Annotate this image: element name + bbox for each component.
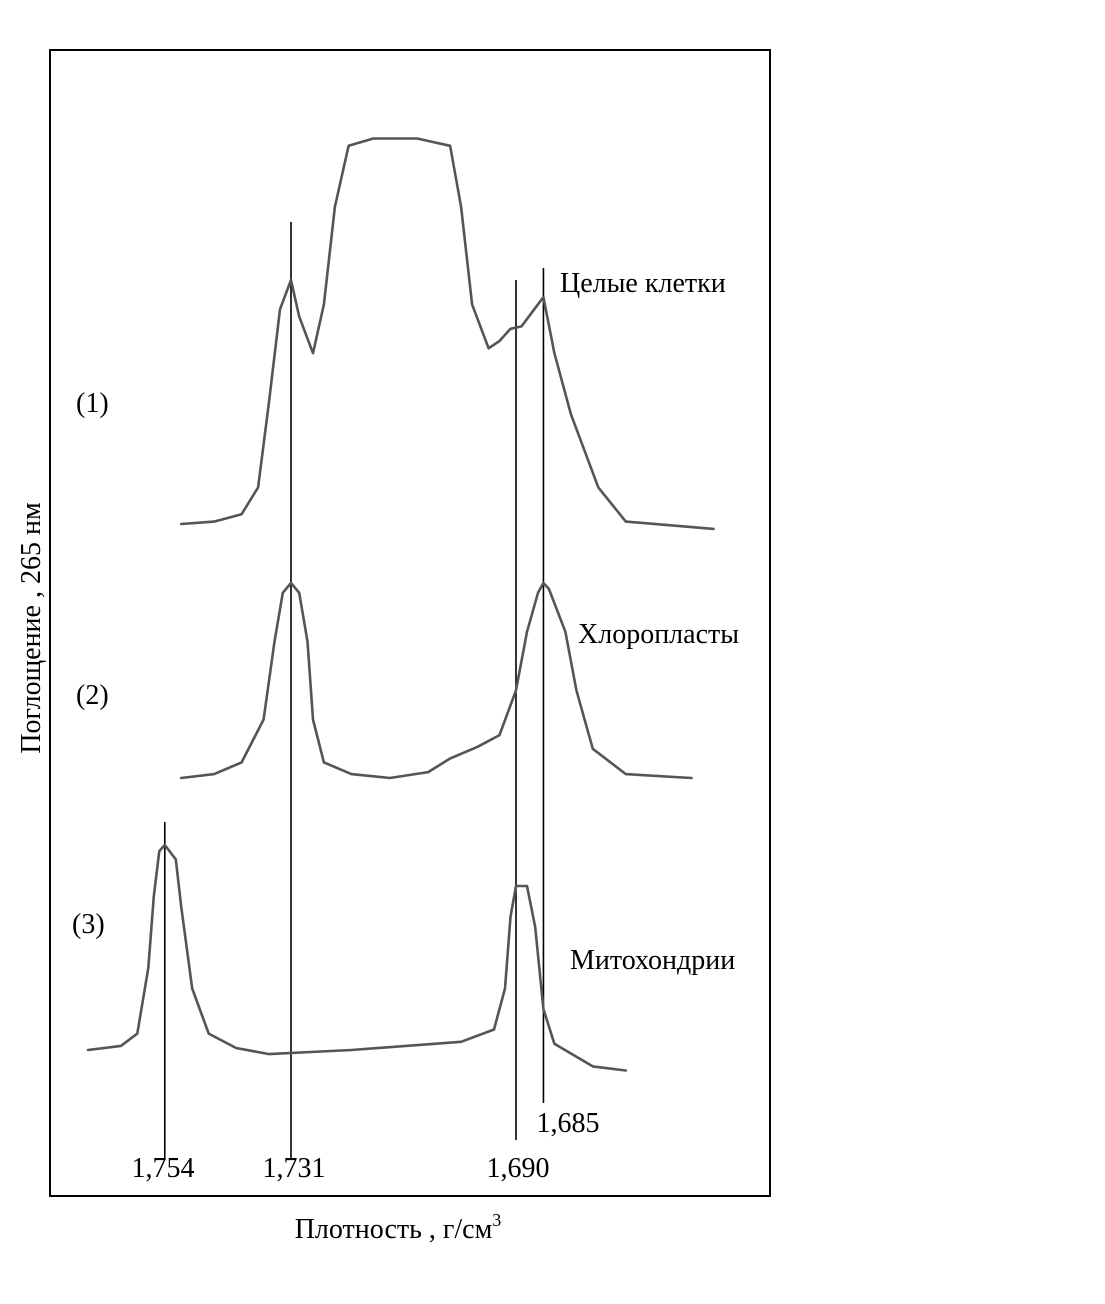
marker-lines bbox=[163, 222, 545, 1160]
x-axis-label-superscript: 3 bbox=[492, 1210, 501, 1230]
tick-label-1-754: 1,754 bbox=[132, 1153, 195, 1184]
series-curve-2 bbox=[179, 581, 693, 780]
series-index-label: (1) bbox=[76, 388, 109, 419]
series-name-label: Хлоропласты bbox=[578, 619, 739, 650]
tick-label-1-685: 1,685 bbox=[537, 1108, 600, 1139]
series-name-label: Целые клетки bbox=[560, 268, 726, 299]
tick-label-1-731: 1,731 bbox=[263, 1153, 326, 1184]
series-index-label: (3) bbox=[72, 909, 105, 940]
plot-frame bbox=[49, 49, 771, 1197]
series-curve-1 bbox=[179, 137, 715, 531]
series-curves bbox=[86, 137, 715, 1072]
series-index-label: (2) bbox=[76, 680, 109, 711]
tick-label-1-690: 1,690 bbox=[487, 1153, 550, 1184]
x-axis-label: Плотность , г/см3 bbox=[295, 1210, 502, 1245]
chart-labels: (1) Целые клетки (2) Хлоропласты (3) Митохонд… bbox=[16, 268, 739, 1245]
series-curve-3 bbox=[86, 843, 628, 1072]
y-axis-label: Поглощение , 265 нм bbox=[16, 502, 47, 754]
series-name-label: Митохондрии bbox=[570, 945, 735, 976]
